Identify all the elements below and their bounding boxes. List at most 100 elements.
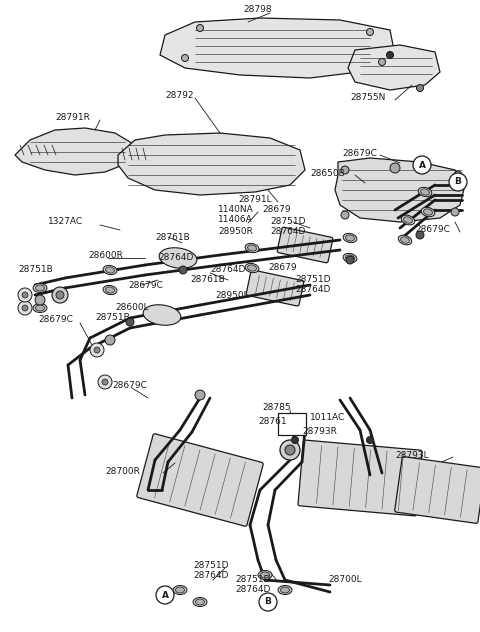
Text: 28751D: 28751D bbox=[295, 276, 331, 284]
Text: 28764D: 28764D bbox=[210, 265, 245, 274]
Ellipse shape bbox=[278, 585, 292, 595]
Circle shape bbox=[285, 445, 295, 455]
FancyBboxPatch shape bbox=[137, 434, 263, 526]
Circle shape bbox=[280, 440, 300, 460]
Ellipse shape bbox=[258, 571, 272, 580]
Text: 28791L: 28791L bbox=[238, 195, 272, 205]
Text: 1327AC: 1327AC bbox=[48, 217, 83, 226]
Text: 28950L: 28950L bbox=[215, 291, 249, 300]
Text: 11406A: 11406A bbox=[218, 216, 253, 224]
Circle shape bbox=[56, 291, 64, 299]
FancyBboxPatch shape bbox=[277, 228, 333, 263]
Polygon shape bbox=[160, 18, 395, 78]
Ellipse shape bbox=[401, 215, 415, 225]
Text: 1140NA: 1140NA bbox=[218, 205, 254, 214]
Text: 28761: 28761 bbox=[258, 418, 287, 427]
Text: 28751D: 28751D bbox=[270, 217, 305, 226]
Text: 28751B: 28751B bbox=[95, 313, 130, 322]
Ellipse shape bbox=[36, 305, 45, 311]
Circle shape bbox=[291, 437, 299, 444]
Text: 28764D: 28764D bbox=[193, 571, 228, 581]
Circle shape bbox=[179, 266, 187, 274]
Text: B: B bbox=[455, 178, 461, 186]
Text: 28761B: 28761B bbox=[190, 276, 225, 284]
Circle shape bbox=[98, 375, 112, 389]
Circle shape bbox=[386, 51, 394, 59]
Ellipse shape bbox=[106, 287, 114, 293]
Text: 28785: 28785 bbox=[262, 403, 290, 413]
Ellipse shape bbox=[33, 284, 47, 293]
Circle shape bbox=[390, 163, 400, 173]
Circle shape bbox=[195, 390, 205, 400]
Text: 28950R: 28950R bbox=[218, 228, 253, 236]
Text: 28764D: 28764D bbox=[235, 585, 270, 595]
Ellipse shape bbox=[173, 585, 187, 595]
Text: A: A bbox=[161, 590, 168, 600]
Ellipse shape bbox=[401, 237, 409, 243]
Ellipse shape bbox=[343, 253, 357, 263]
Ellipse shape bbox=[420, 189, 430, 195]
Ellipse shape bbox=[404, 217, 412, 223]
Circle shape bbox=[181, 54, 189, 61]
Text: 28791R: 28791R bbox=[55, 114, 90, 123]
Text: 28679C: 28679C bbox=[38, 315, 73, 324]
Polygon shape bbox=[15, 128, 135, 175]
Circle shape bbox=[196, 25, 204, 32]
Ellipse shape bbox=[143, 305, 181, 325]
Text: 28679: 28679 bbox=[262, 205, 290, 214]
Ellipse shape bbox=[103, 265, 117, 274]
Text: 28600R: 28600R bbox=[88, 250, 123, 260]
Circle shape bbox=[451, 208, 459, 216]
Text: 1011AC: 1011AC bbox=[310, 413, 345, 423]
Ellipse shape bbox=[421, 207, 435, 217]
Circle shape bbox=[417, 85, 423, 92]
Ellipse shape bbox=[36, 285, 45, 291]
Ellipse shape bbox=[418, 187, 432, 197]
Ellipse shape bbox=[261, 572, 269, 578]
Ellipse shape bbox=[248, 265, 256, 271]
Circle shape bbox=[346, 256, 354, 264]
FancyBboxPatch shape bbox=[395, 457, 480, 523]
Ellipse shape bbox=[245, 243, 259, 253]
Circle shape bbox=[341, 211, 349, 219]
FancyBboxPatch shape bbox=[278, 413, 306, 435]
Text: A: A bbox=[419, 161, 425, 169]
Circle shape bbox=[156, 586, 174, 604]
Text: B: B bbox=[264, 597, 271, 607]
Ellipse shape bbox=[346, 255, 354, 261]
Text: 28764D: 28764D bbox=[295, 286, 330, 295]
Circle shape bbox=[341, 166, 349, 174]
Text: 28700L: 28700L bbox=[328, 576, 361, 585]
Text: 28751D: 28751D bbox=[235, 576, 271, 585]
Circle shape bbox=[379, 59, 385, 66]
Ellipse shape bbox=[280, 587, 289, 593]
FancyBboxPatch shape bbox=[246, 270, 304, 306]
Circle shape bbox=[18, 288, 32, 302]
Circle shape bbox=[126, 318, 134, 326]
Ellipse shape bbox=[159, 248, 197, 268]
Ellipse shape bbox=[343, 233, 357, 243]
Ellipse shape bbox=[33, 303, 47, 312]
Circle shape bbox=[367, 437, 373, 444]
Text: 28798: 28798 bbox=[244, 6, 272, 15]
Text: 28764D: 28764D bbox=[158, 253, 193, 262]
Text: 28679: 28679 bbox=[268, 264, 297, 272]
Circle shape bbox=[94, 347, 100, 353]
Circle shape bbox=[22, 305, 28, 311]
Ellipse shape bbox=[195, 599, 204, 605]
Text: 28679C: 28679C bbox=[128, 281, 163, 289]
Circle shape bbox=[18, 301, 32, 315]
Circle shape bbox=[416, 231, 424, 239]
Ellipse shape bbox=[423, 209, 432, 215]
Circle shape bbox=[449, 173, 467, 191]
Text: 28793R: 28793R bbox=[302, 427, 337, 437]
Ellipse shape bbox=[398, 235, 412, 245]
Text: 28679C: 28679C bbox=[415, 226, 450, 234]
Text: 28764D: 28764D bbox=[270, 228, 305, 236]
Polygon shape bbox=[348, 45, 440, 90]
Circle shape bbox=[259, 593, 277, 611]
Text: 28751D: 28751D bbox=[193, 561, 228, 571]
Circle shape bbox=[35, 295, 45, 305]
Text: 28679C: 28679C bbox=[112, 380, 147, 389]
Circle shape bbox=[22, 292, 28, 298]
